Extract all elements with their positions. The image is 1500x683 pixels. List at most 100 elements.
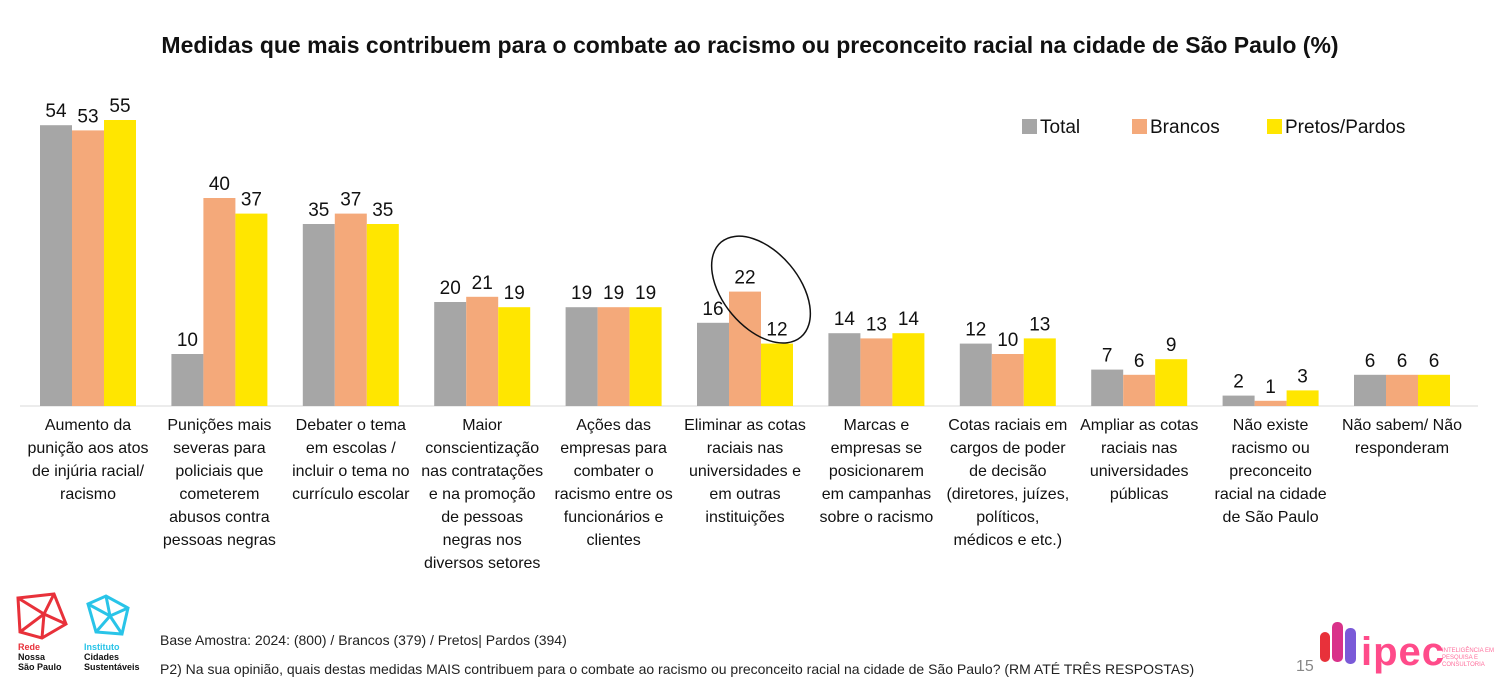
category-label-line: cargos de poder	[950, 440, 1066, 457]
bar-brancos-7	[991, 354, 1024, 406]
data-label: 53	[77, 106, 98, 127]
category-label-line: Ações das	[576, 417, 651, 434]
data-label: 3	[1297, 366, 1308, 387]
category-label-line: sobre o racismo	[819, 509, 933, 526]
category-label-line: Ampliar as cotas	[1080, 417, 1198, 434]
category-label-line: Debater o tema	[296, 417, 406, 434]
category-label-line: e na promoção	[429, 486, 536, 503]
category-label-line: combater o	[574, 463, 654, 480]
category-label-line: empresas se	[831, 440, 923, 457]
bar-pretos-pardos-8	[1155, 359, 1188, 406]
category-label-line: abusos contra	[169, 509, 270, 526]
bar-pretos-pardos-7	[1023, 338, 1056, 406]
category-label-line: em campanhas	[822, 486, 931, 503]
legend-label-2: Pretos/Pardos	[1285, 117, 1405, 138]
category-label-line: policiais que	[175, 463, 263, 480]
data-label: 10	[177, 330, 198, 351]
question-note: P2) Na sua opinião, quais destas medidas…	[160, 661, 1195, 677]
data-label: 37	[340, 190, 361, 211]
ipec-logo-text: ipec	[1361, 630, 1446, 674]
category-label-line: racismo	[60, 486, 116, 503]
category-label-5: Eliminar as cotas raciais nas universidade…	[684, 417, 806, 526]
bar-total-4	[565, 307, 598, 406]
data-label: 12	[766, 320, 787, 341]
bar-brancos-0	[72, 130, 104, 406]
category-label-line: incluir o tema no	[292, 463, 409, 480]
category-label-10: Não sabem/ Não responderam	[1342, 417, 1462, 457]
bar-brancos-4	[597, 307, 630, 406]
bar-pretos-pardos-2	[366, 224, 399, 406]
bar-pretos-pardos-5	[761, 343, 793, 406]
category-label-line: raciais nas	[1101, 440, 1177, 457]
legend-swatch-1	[1132, 119, 1147, 134]
category-label-line: Cotas raciais em	[948, 417, 1067, 434]
data-label: 6	[1365, 351, 1376, 372]
rede-nossa-sao-paulo-logo-icon	[16, 592, 68, 640]
footer: Rede Nossa São Paulo Instituto Cidades S…	[0, 590, 1500, 683]
category-label-line: médicos e etc.)	[954, 532, 1062, 549]
category-label-line: responderam	[1355, 440, 1449, 457]
legend-swatch-0	[1022, 119, 1037, 134]
data-label: 54	[45, 101, 67, 122]
bar-brancos-2	[334, 213, 367, 406]
category-label-line: políticos,	[976, 509, 1039, 526]
category-label-line: de São Paulo	[1223, 509, 1319, 526]
data-label: 21	[472, 273, 493, 294]
category-label-line: racismo ou	[1231, 440, 1309, 457]
category-label-line: diversos setores	[424, 555, 541, 572]
category-label-line: de decisão	[969, 463, 1046, 480]
rede-logo-caption: Rede Nossa São Paulo	[18, 642, 62, 672]
bar-total-2	[302, 224, 335, 406]
category-label-line: preconceito	[1229, 463, 1312, 480]
data-label: 16	[702, 299, 723, 320]
bar-pretos-pardos-3	[498, 307, 531, 406]
data-label: 13	[1029, 314, 1050, 335]
category-label-line: negras nos	[443, 532, 522, 549]
category-label-1: Punições mais severas para policiais que co…	[163, 417, 276, 549]
category-label-line: conscientização	[425, 440, 539, 457]
bar-pretos-pardos-9	[1286, 390, 1319, 406]
category-label-9: Não existe racismo ou preconceito racial na…	[1215, 417, 1327, 526]
bar-total-7	[959, 343, 992, 406]
data-label: 35	[372, 200, 393, 221]
bar-total-5	[697, 322, 729, 406]
data-label: 13	[866, 314, 887, 335]
category-label-line: Eliminar as cotas	[684, 417, 806, 434]
category-label-line: em escolas /	[306, 440, 396, 457]
data-label: 14	[898, 309, 920, 330]
category-label-6: Marcas e empresas se posicionarem em campan…	[819, 417, 933, 526]
data-label: 9	[1166, 335, 1177, 356]
bar-pretos-pardos-10	[1418, 374, 1450, 406]
instituto-caption-line-1: Instituto	[84, 642, 120, 652]
base-sample-note: Base Amostra: 2024: (800) / Brancos (379…	[160, 632, 567, 648]
ipec-tagline: INTELIGÊNCIA EM PESQUISA E CONSULTORIA	[1442, 648, 1495, 668]
data-label: 14	[834, 309, 856, 330]
page-number: 15	[1296, 658, 1314, 675]
category-label-line: punição aos atos	[28, 440, 149, 457]
data-label: 10	[997, 330, 1018, 351]
category-label-line: cometerem	[179, 486, 259, 503]
category-label-8: Ampliar as cotas raciais nas universidades…	[1080, 417, 1198, 503]
bar-pretos-pardos-4	[629, 307, 662, 406]
category-label-line: Não sabem/ Não	[1342, 417, 1462, 434]
category-label-line: universidades	[1090, 463, 1189, 480]
data-label: 12	[965, 320, 986, 341]
data-label: 40	[209, 174, 230, 195]
rede-caption-line-1: Rede	[18, 642, 41, 652]
category-label-line: públicas	[1110, 486, 1169, 503]
legend-swatch-2	[1267, 119, 1282, 134]
bar-brancos-1	[203, 198, 236, 406]
category-label-line: clientes	[586, 532, 640, 549]
bar-total-1	[171, 354, 204, 406]
category-label-line: universidades e	[689, 463, 801, 480]
bar-brancos-6	[860, 338, 893, 406]
bar-brancos-10	[1386, 374, 1418, 406]
category-label-line: severas para	[173, 440, 266, 457]
data-label: 2	[1233, 372, 1244, 393]
data-label: 6	[1134, 351, 1145, 372]
data-label: 19	[603, 283, 624, 304]
data-label: 35	[308, 200, 329, 221]
category-label-line: Aumento da	[45, 417, 131, 434]
bar-brancos-9	[1254, 400, 1287, 406]
category-label-line: raciais nas	[707, 440, 783, 457]
